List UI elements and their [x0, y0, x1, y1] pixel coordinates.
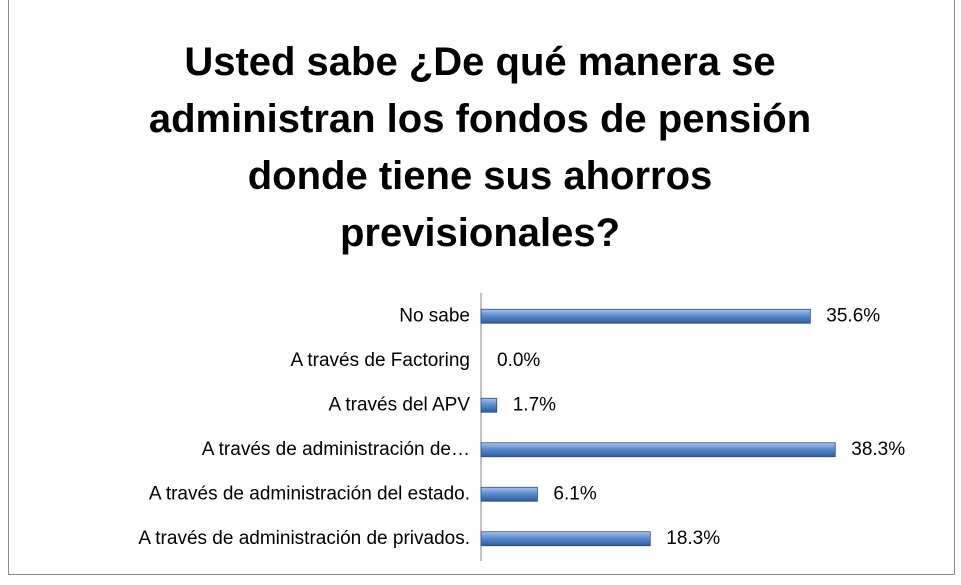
- y-tick-label: A través de administración de privados.: [138, 528, 470, 549]
- bar: [480, 308, 811, 324]
- data-label: 35.6%: [826, 305, 880, 326]
- data-label: 18.3%: [666, 528, 720, 549]
- data-label: 6.1%: [553, 483, 596, 504]
- y-tick-label: A través del APV: [328, 394, 470, 415]
- bar: [480, 531, 651, 547]
- y-tick-label: A través de administración de…: [202, 439, 470, 460]
- y-tick-label: A través de administración del estado.: [149, 483, 470, 504]
- chart-title: Usted sabe ¿De qué manera se administran…: [148, 40, 812, 255]
- data-label: 38.3%: [851, 439, 905, 460]
- y-tick-label: A través de Factoring: [290, 350, 470, 371]
- y-tick-label: No sabe: [399, 305, 470, 326]
- data-label: 1.7%: [513, 394, 556, 415]
- bar: [480, 486, 538, 502]
- data-label: 0.0%: [497, 350, 540, 371]
- bar: [480, 442, 836, 458]
- bar: [480, 397, 498, 413]
